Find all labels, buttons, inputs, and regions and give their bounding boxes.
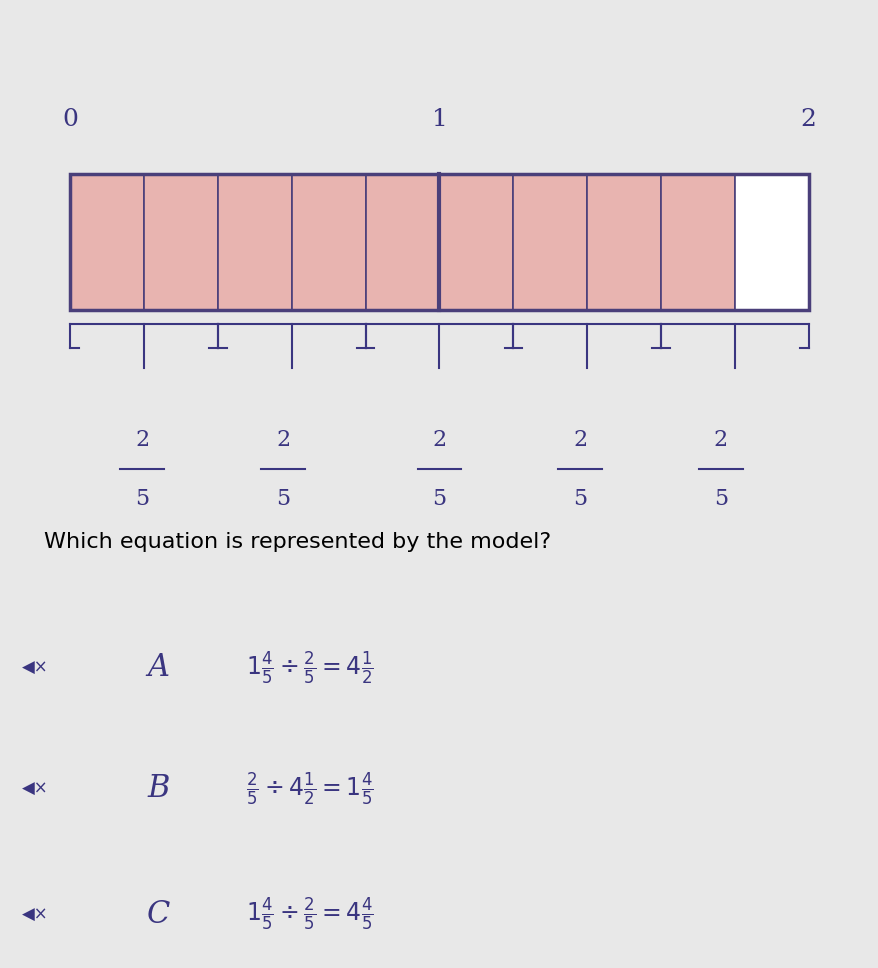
Text: $\frac{2}{5} \div 4\frac{1}{2} = 1\frac{4}{5}$: $\frac{2}{5} \div 4\frac{1}{2} = 1\frac{…: [246, 771, 373, 807]
Text: 2: 2: [276, 430, 290, 451]
Text: 0: 0: [62, 107, 78, 131]
FancyBboxPatch shape: [291, 174, 365, 310]
Text: ◀×: ◀×: [22, 659, 48, 677]
FancyBboxPatch shape: [144, 174, 218, 310]
Text: 5: 5: [276, 488, 290, 509]
FancyBboxPatch shape: [365, 174, 439, 310]
Text: ◀×: ◀×: [22, 906, 48, 923]
FancyBboxPatch shape: [218, 174, 291, 310]
Text: ◀×: ◀×: [22, 780, 48, 798]
FancyBboxPatch shape: [70, 174, 144, 310]
Text: $1\frac{4}{5} \div \frac{2}{5} = 4\frac{1}{2}$: $1\frac{4}{5} \div \frac{2}{5} = 4\frac{…: [246, 650, 373, 686]
Text: A: A: [147, 652, 169, 683]
Text: 5: 5: [432, 488, 446, 509]
Text: 2: 2: [432, 430, 446, 451]
Text: 2: 2: [572, 430, 587, 451]
FancyBboxPatch shape: [513, 174, 587, 310]
FancyBboxPatch shape: [734, 174, 808, 310]
FancyBboxPatch shape: [439, 174, 513, 310]
Text: 2: 2: [800, 107, 816, 131]
Text: $1\frac{4}{5} \div \frac{2}{5} = 4\frac{4}{5}$: $1\frac{4}{5} \div \frac{2}{5} = 4\frac{…: [246, 896, 373, 933]
Text: 2: 2: [135, 430, 149, 451]
Text: C: C: [147, 899, 169, 930]
Text: 1: 1: [431, 107, 447, 131]
Text: 5: 5: [572, 488, 587, 509]
Text: B: B: [147, 773, 169, 804]
Text: 5: 5: [135, 488, 149, 509]
Text: 5: 5: [713, 488, 727, 509]
Text: Which equation is represented by the model?: Which equation is represented by the mod…: [44, 532, 551, 552]
Text: 2: 2: [713, 430, 727, 451]
FancyBboxPatch shape: [660, 174, 734, 310]
FancyBboxPatch shape: [587, 174, 660, 310]
